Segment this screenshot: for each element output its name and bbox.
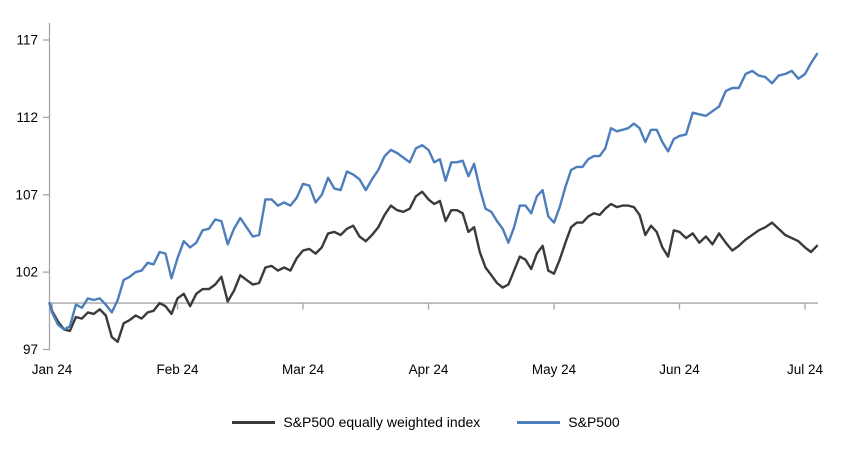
x-tick-label: Jan 24 [32, 362, 73, 377]
legend-line-swatch-sp500 [517, 420, 561, 424]
legend-item-sp500-equal-weight: S&P500 equally weighted index [232, 413, 480, 431]
legend-label-equal-weight: S&P500 equally weighted index [283, 414, 481, 430]
x-tick-label: May 24 [532, 362, 577, 377]
y-tick-label: 112 [16, 110, 38, 125]
legend-label-sp500: S&P500 [568, 414, 620, 430]
legend-item-sp500: S&P500 [517, 413, 620, 431]
legend-line-swatch-equal-weight [232, 420, 276, 424]
x-tick-label: Jun 24 [659, 362, 700, 377]
legend: S&P500 equally weighted index S&P500 [0, 412, 852, 432]
x-tick-label: Jul 24 [787, 362, 824, 377]
y-tick-label: 97 [23, 342, 38, 357]
x-tick-label: Mar 24 [282, 362, 325, 377]
y-tick-label: 107 [15, 187, 38, 202]
series-line-sp500 [48, 52, 819, 331]
y-tick-label: 102 [15, 265, 38, 280]
y-tick-label: 117 [16, 33, 38, 48]
x-tick-label: Apr 24 [409, 362, 449, 377]
x-tick-label: Feb 24 [156, 362, 199, 377]
series-line-sp500-equal-weight [48, 190, 819, 343]
